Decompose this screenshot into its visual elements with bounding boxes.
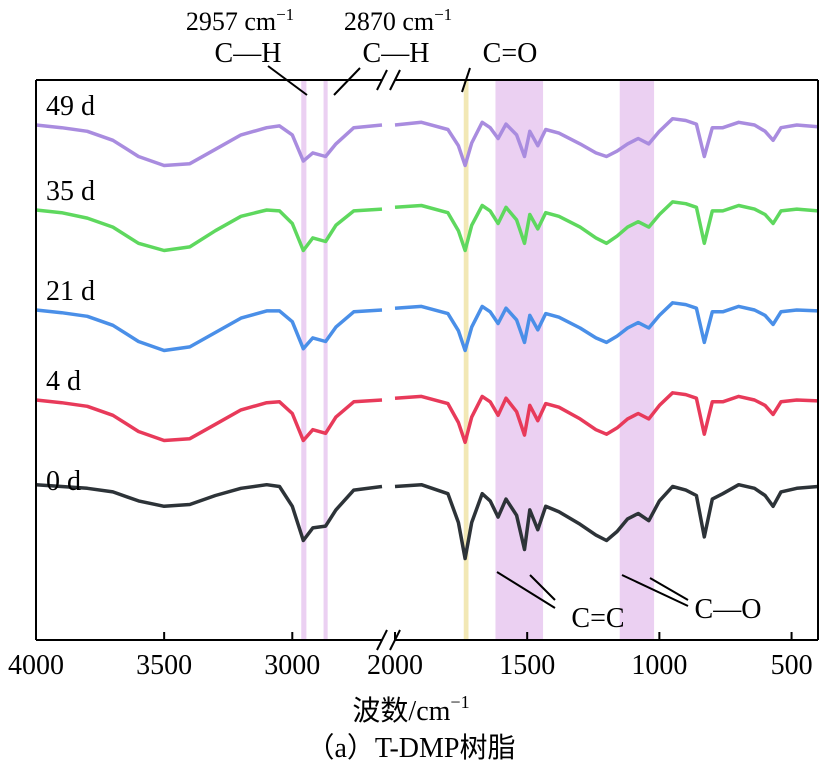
- series-line-left: [35, 398, 383, 443]
- annotation-ch2-bond: C—H: [363, 38, 430, 69]
- annotation-c-o-leader: [649, 577, 689, 601]
- highlight-band-0: [301, 80, 307, 640]
- series-line-left: [35, 482, 383, 543]
- x-tick-label: 1500: [499, 650, 555, 681]
- highlight-band-4: [619, 80, 655, 640]
- x-axis-label: 波数/cm−1: [352, 692, 469, 727]
- spectra-series: [35, 116, 819, 561]
- annotation-ch1-leader: [267, 65, 308, 96]
- annotation-ch2-leader: [333, 67, 361, 96]
- series-line-right: [394, 301, 819, 353]
- figure-caption: （a）T-DMP树脂: [306, 733, 516, 764]
- series-line-left: [35, 207, 383, 253]
- x-tick-labels: 4000 3500 3000 2000 1500 1000 500: [8, 632, 813, 681]
- series-line-left: [35, 123, 383, 168]
- axis-break-mark: [376, 629, 388, 651]
- series-line: [35, 301, 819, 353]
- x-tick-label: 500: [771, 650, 813, 681]
- series-line-right: [394, 482, 819, 561]
- series-line: [35, 391, 819, 445]
- x-tick-label: 3000: [264, 650, 320, 681]
- plot-frame: [35, 69, 819, 651]
- highlight-band-1: [323, 80, 328, 640]
- annotation-ch2-wavenumber: 2870 cm−1: [344, 5, 452, 36]
- highlight-bands: [301, 80, 655, 640]
- annotation-c-o-bond: C—O: [695, 594, 762, 625]
- series-line: [35, 482, 819, 561]
- series-line: [35, 116, 819, 168]
- x-tick-label: 3500: [136, 650, 192, 681]
- series-labels: 49 d 35 d 21 d 4 d 0 d: [46, 91, 95, 497]
- highlight-band-3: [495, 80, 544, 640]
- annotation-ch1-bond: C—H: [215, 38, 282, 69]
- series-line-right: [394, 391, 819, 445]
- series-label: 4 d: [46, 366, 81, 397]
- series-label: 21 d: [46, 276, 95, 307]
- highlight-band-2: [463, 80, 469, 640]
- series-line-left: [35, 308, 383, 353]
- series-line: [35, 200, 819, 253]
- x-tick-label: 4000: [8, 650, 64, 681]
- x-tick-label: 2000: [367, 650, 423, 681]
- annotation-ch1-wavenumber: 2957 cm−1: [186, 5, 294, 36]
- series-line-right: [394, 200, 819, 253]
- annotation-cc-leader: [496, 571, 556, 609]
- x-tick-label: 1000: [631, 650, 687, 681]
- ftir-chart: 4000 3500 3000 2000 1500 1000 500 49 d 35 d 21 d…: [8, 5, 819, 727]
- annotation-cc-leader: [529, 574, 556, 601]
- axis-break-mark: [376, 69, 388, 91]
- annotation-co-leader: [461, 67, 471, 93]
- series-line-right: [394, 116, 819, 168]
- annotation-cc-bond: C=C: [571, 603, 624, 634]
- axis-break-mark: [389, 69, 401, 91]
- series-label: 49 d: [46, 91, 95, 122]
- annotation-co-bond: C=O: [483, 38, 538, 69]
- annotation-c-o-leader: [621, 574, 689, 607]
- series-label: 35 d: [46, 176, 95, 207]
- series-label: 0 d: [46, 466, 81, 497]
